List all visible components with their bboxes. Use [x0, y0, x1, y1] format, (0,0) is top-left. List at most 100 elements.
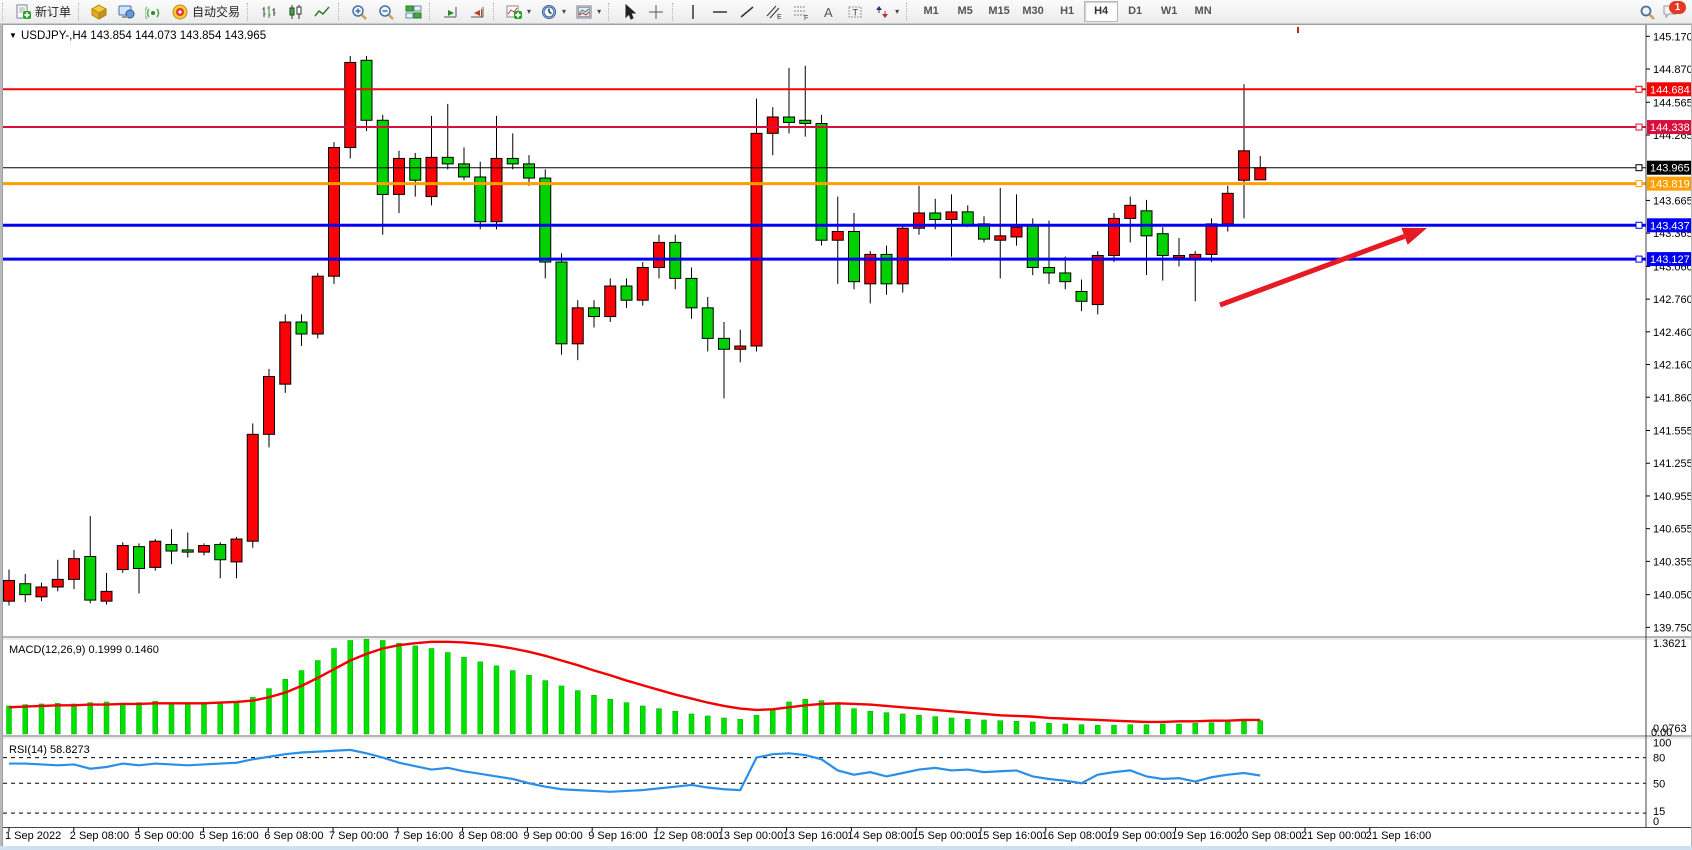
macd-histogram-bar — [916, 715, 922, 735]
line-chart-button[interactable] — [309, 0, 336, 24]
candle — [896, 227, 909, 285]
toolbar-separator — [906, 2, 912, 21]
macd-histogram-bar — [185, 703, 191, 735]
crosshair-tool-button[interactable] — [643, 0, 670, 24]
time-axis-label: 21 Sep 16:00 — [1366, 830, 1431, 842]
candle — [295, 321, 308, 335]
price-axis-label: 141.860 — [1653, 392, 1691, 404]
crosshair-icon — [648, 4, 665, 20]
new-order-button[interactable]: 新订单 — [10, 0, 76, 24]
price-badge-143.965: 143.965 — [1650, 163, 1690, 175]
chart-canvas[interactable]: 145.170144.870144.565144.265143.665143.3… — [3, 25, 1691, 847]
timeframe-button-m30[interactable]: M30 — [1022, 5, 1044, 17]
rsi-axis-label-15: 15 — [1653, 806, 1665, 818]
candle — [1205, 223, 1218, 255]
macd-histogram-bar — [1127, 724, 1133, 735]
macd-histogram-bar — [688, 713, 695, 735]
macd-histogram-bar — [705, 715, 711, 735]
candle — [35, 586, 48, 598]
timeframe-button-m15[interactable]: M15 — [988, 5, 1010, 17]
macd-histogram-bar — [201, 703, 207, 735]
hline-anchor-handle[interactable] — [1635, 123, 1643, 131]
candle — [718, 337, 730, 350]
text-icon: A — [820, 4, 837, 20]
hline-anchor-handle[interactable] — [1635, 180, 1643, 188]
candle — [880, 253, 893, 285]
bar-chart-button[interactable] — [255, 0, 282, 24]
rsi-axis-label-100: 100 — [1653, 738, 1671, 750]
trend-arrow-head — [1401, 227, 1427, 245]
macd-axis-top-label: 1.3621 — [1653, 638, 1687, 650]
candle — [1238, 150, 1250, 181]
candle — [1026, 225, 1039, 268]
signals-button[interactable] — [140, 0, 167, 24]
search-icon[interactable] — [1639, 4, 1656, 20]
macd-histogram-bar — [558, 685, 565, 735]
tester-icon — [118, 4, 135, 20]
hline-anchor-handle[interactable] — [1635, 221, 1643, 229]
timeframe-button-h4[interactable]: H4 — [1084, 1, 1119, 22]
fibonacci-tool[interactable]: F — [788, 0, 815, 24]
cursor-tool-button[interactable] — [616, 0, 643, 24]
candle — [279, 321, 292, 385]
macd-histogram-bar — [363, 638, 370, 735]
time-axis-label: 7 Sep 16:00 — [394, 830, 453, 842]
channel-tool[interactable]: E — [761, 0, 788, 24]
periods-dropdown[interactable]: ▾ — [536, 0, 571, 24]
macd-histogram-bar — [656, 708, 662, 735]
linechart-icon — [314, 4, 331, 20]
macd-histogram-bar — [87, 702, 93, 735]
macd-histogram-bar — [900, 713, 906, 735]
autotrading-button[interactable]: 自动交易 — [167, 0, 245, 24]
chart-shift-button[interactable] — [464, 0, 491, 24]
zoom-in-button[interactable] — [346, 0, 373, 24]
macd-histogram-bar — [233, 701, 240, 735]
arrows-dropdown[interactable]: ▾ — [869, 0, 904, 24]
indicators-dropdown[interactable]: ▾ — [501, 0, 536, 24]
macd-histogram-bar — [331, 648, 337, 735]
text-tool[interactable]: A — [815, 0, 842, 24]
timeframe-button-w1[interactable]: W1 — [1160, 5, 1178, 17]
timeframe-button-h1[interactable]: H1 — [1060, 5, 1075, 17]
vertical-line-tool[interactable] — [680, 0, 707, 24]
hline-anchor-handle[interactable] — [1635, 164, 1643, 172]
horizontal-line-tool[interactable] — [707, 0, 734, 24]
macd-histogram-bar — [120, 703, 126, 735]
zoom-out-button[interactable] — [373, 0, 400, 24]
toolbar-separator — [672, 2, 678, 21]
notifications-button[interactable]: 1 — [1662, 0, 1686, 21]
auto-scroll-button[interactable] — [437, 0, 464, 24]
trendline-tool[interactable] — [734, 0, 761, 24]
timeframe-button-mn[interactable]: MN — [1194, 5, 1212, 17]
timeframe-button-m1[interactable]: M1 — [923, 5, 939, 17]
label-tool[interactable]: T — [842, 0, 869, 24]
macd-histogram-bar — [1176, 723, 1182, 735]
timeframe-button-m5[interactable]: M5 — [957, 5, 973, 17]
candle — [945, 211, 958, 221]
macd-histogram-bar — [38, 703, 45, 735]
price-axis-label: 140.955 — [1653, 491, 1691, 503]
market-watch-button[interactable] — [86, 0, 113, 24]
candles-icon — [287, 4, 304, 20]
macd-histogram-bar — [266, 688, 272, 735]
cursor-icon — [621, 3, 638, 20]
trend-arrow-annotation[interactable] — [1219, 234, 1406, 308]
hline-anchor-handle[interactable] — [1635, 85, 1643, 93]
toolbar-separator — [608, 2, 614, 21]
macd-histogram-bar — [461, 656, 467, 735]
macd-histogram-bar — [347, 640, 353, 735]
time-axis-label: 15 Sep 16:00 — [977, 830, 1042, 842]
candle — [100, 590, 113, 602]
strategy-tester-button[interactable] — [113, 0, 140, 24]
templates-dropdown[interactable]: ▾ — [571, 0, 606, 24]
candle — [506, 157, 519, 165]
candle — [815, 123, 828, 241]
macd-histogram-bar — [412, 645, 418, 735]
candlestick-chart-button[interactable] — [282, 0, 309, 24]
tile-windows-button[interactable] — [400, 0, 427, 24]
toolbar-separator — [338, 2, 344, 21]
time-axis-label: 20 Sep 08:00 — [1236, 830, 1301, 842]
timeframe-button-d1[interactable]: D1 — [1128, 5, 1143, 17]
hline-anchor-handle[interactable] — [1635, 255, 1643, 263]
